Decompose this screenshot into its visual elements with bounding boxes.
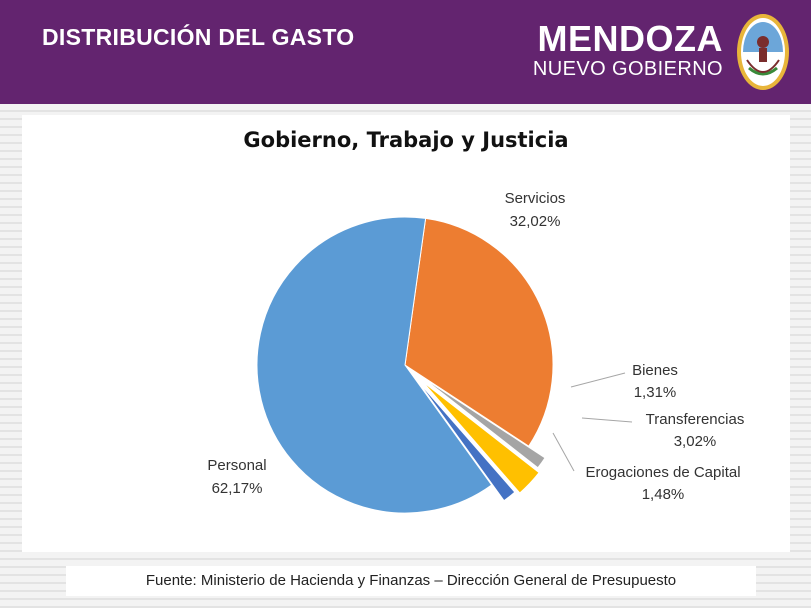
- pie-slice-servicios: [404, 217, 554, 447]
- slice-value-erogaciones-de-capital: 1,48%: [642, 486, 685, 503]
- slice-label-servicios: Servicios: [505, 190, 566, 207]
- leader-line-erogaciones-de-capital: [552, 432, 575, 472]
- slice-label-personal: Personal: [207, 457, 266, 474]
- leader-line-transferencias: [581, 417, 633, 423]
- brand-name: MENDOZA: [537, 18, 723, 59]
- header-bar: DISTRIBUCIÓN DEL GASTO MENDOZA NUEVO GOB…: [0, 0, 811, 104]
- pie-slice-transferencias: [422, 381, 540, 494]
- page-title: DISTRIBUCIÓN DEL GASTO: [42, 24, 355, 50]
- slice-value-servicios: 32,02%: [510, 213, 561, 230]
- slice-label-transferencias: Transferencias: [646, 411, 745, 428]
- slice-value-bienes: 1,31%: [634, 384, 677, 401]
- slice-label-erogaciones-de-capital: Erogaciones de Capital: [585, 464, 740, 481]
- pie-slice-erogaciones-de-capital: [417, 380, 516, 502]
- chart-panel: Gobierno, Trabajo y Justicia Servicios 32…: [22, 115, 790, 552]
- pie-slice-bienes: [420, 376, 546, 469]
- source-note: Fuente: Ministerio de Hacienda y Finanza…: [66, 566, 756, 596]
- provincial-seal-icon: [737, 14, 789, 90]
- chart-title: Gobierno, Trabajo y Justicia: [243, 128, 569, 152]
- leader-line-bienes: [570, 372, 626, 388]
- slice-label-bienes: Bienes: [632, 362, 678, 379]
- slice-value-transferencias: 3,02%: [674, 433, 717, 450]
- brand-subtitle: NUEVO GOBIERNO: [532, 58, 723, 80]
- pie-chart: Servicios 32,02% Bienes 1,31% Transferencias…: [207, 190, 745, 514]
- pie-slice-personal: [256, 216, 493, 514]
- slice-value-personal: 62,17%: [212, 480, 263, 497]
